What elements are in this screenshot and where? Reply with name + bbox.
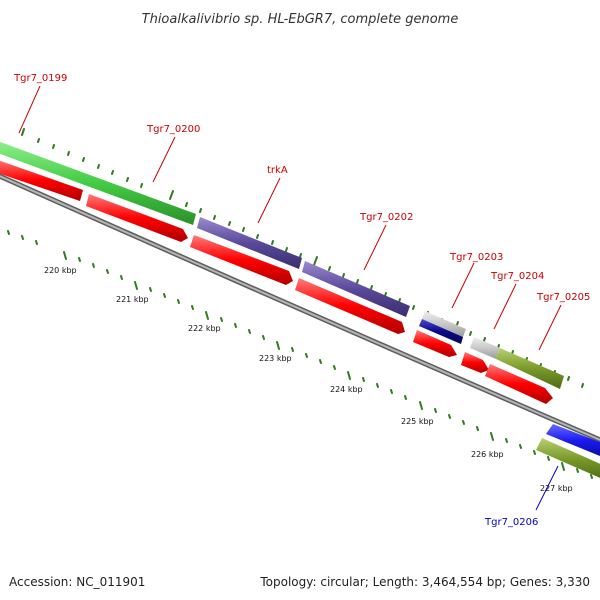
cds-arrow[interactable] [86, 194, 188, 242]
cds-arrow[interactable] [413, 330, 457, 357]
cds-arrow[interactable] [295, 278, 405, 334]
gene-label-tgr7-0206[interactable]: Tgr7_0206 [484, 517, 538, 528]
scale-label-222: 222 kbp [188, 324, 221, 333]
gene-label-tgr7-0200[interactable]: Tgr7_0200 [146, 124, 200, 135]
genome-backbone-highlight [0, 175, 600, 441]
label-leader-lines [18, 85, 562, 351]
gene-feature-blue-reverse[interactable] [546, 424, 600, 458]
scale-label-226: 226 kbp [471, 450, 504, 459]
scale-label-225: 225 kbp [401, 417, 434, 426]
cds-arrow[interactable] [461, 352, 489, 373]
gene-feature-tgr7-0203[interactable] [419, 319, 463, 344]
gene-feature-tgr7-0204[interactable] [470, 337, 500, 359]
gene-label-trka[interactable]: trkA [267, 165, 288, 176]
cds-track [0, 159, 553, 404]
map-title: Thioalkalivibrio sp. HL-EbGR7, complete … [142, 12, 459, 27]
outer-tick-ring [21, 128, 584, 388]
genome-summary-text: Topology: circular; Length: 3,464,554 bp… [259, 575, 590, 589]
scale-label-227: 227 kbp [540, 484, 573, 493]
gene-label-tgr7-0205[interactable]: Tgr7_0205 [536, 292, 590, 303]
cds-arrow[interactable] [0, 159, 83, 201]
gene-feature-tgr7-0203-gray[interactable] [422, 311, 466, 337]
scale-label-223: 223 kbp [259, 354, 292, 363]
gene-feature-tgr7-0202[interactable] [302, 261, 410, 317]
scale-label-224: 224 kbp [330, 385, 363, 394]
label-leader-line-reverse [535, 465, 559, 511]
cds-arrow[interactable] [190, 235, 293, 285]
gene-label-tgr7-0204[interactable]: Tgr7_0204 [490, 271, 544, 282]
accession-text: Accession: NC_011901 [9, 575, 145, 589]
scale-label-221: 221 kbp [116, 295, 149, 304]
gene-feature-tgr7-0199-0200[interactable] [0, 140, 196, 225]
gene-feature-tgr7-0206[interactable] [536, 438, 600, 480]
cds-arrow[interactable] [485, 364, 553, 404]
gene-label-tgr7-0199[interactable]: Tgr7_0199 [13, 73, 67, 84]
gene-label-tgr7-0203[interactable]: Tgr7_0203 [449, 252, 503, 263]
inner-tick-ring [7, 230, 593, 479]
gene-feature-tgr7-0205[interactable] [496, 348, 564, 389]
gene-label-tgr7-0202[interactable]: Tgr7_0202 [359, 212, 413, 223]
gene-feature-trka[interactable] [197, 217, 302, 269]
scale-label-220: 220 kbp [44, 266, 77, 275]
